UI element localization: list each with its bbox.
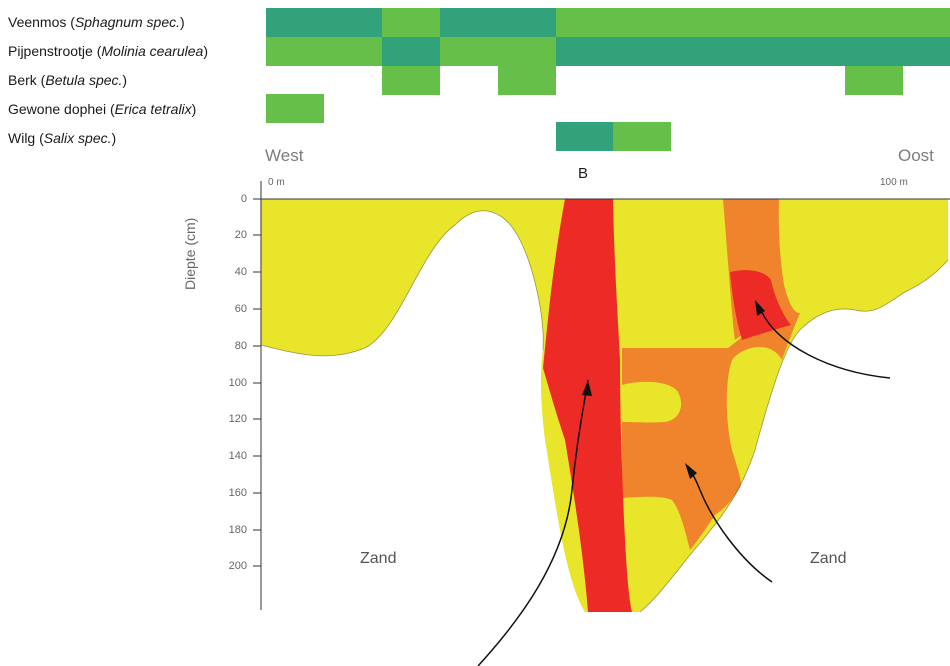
west-label: West (265, 146, 304, 165)
y-tick-label: 180 (228, 524, 247, 536)
yellow-pocket (622, 381, 682, 423)
y-axis-ticks (253, 198, 261, 567)
arrowhead-red-channel (582, 380, 592, 396)
y-tick-label: 60 (234, 303, 247, 315)
red-channel (543, 199, 632, 612)
y-tick-label: 100 (228, 377, 247, 389)
marker-b-label: B (578, 165, 589, 182)
species-label-dophei: Gewone dophei (Erica tetralix) (8, 101, 197, 117)
y-tick-label: 40 (234, 266, 247, 278)
arrowhead-orange-lower (685, 463, 697, 479)
end-distance-label: 100 m (880, 177, 908, 188)
species-label-pijpenstrootje: Pijpenstrootje (Molinia cearulea) (8, 43, 209, 59)
y-tick-label: 120 (228, 413, 247, 425)
start-distance-label: 0 m (268, 177, 285, 188)
species-label-veenmos: Veenmos (Sphagnum spec.) (8, 14, 185, 30)
species-label-berk: Berk (Betula spec.) (8, 72, 128, 88)
orange-layer (622, 313, 800, 550)
y-tick-label: 0 (240, 193, 247, 205)
y-tick-label: 140 (228, 450, 247, 462)
arrowhead-red-pocket (755, 300, 765, 316)
zand-label-left: Zand (360, 550, 397, 567)
east-label: Oost (898, 146, 934, 165)
y-tick-label: 80 (234, 340, 247, 352)
species-label-wilg: Wilg (Salix spec.) (8, 130, 117, 146)
y-tick-label: 20 (234, 229, 247, 241)
y-tick-label: 160 (228, 487, 247, 499)
y-tick-label: 200 (228, 560, 247, 572)
red-pocket (730, 270, 791, 340)
arrow-red-channel (477, 379, 589, 666)
y-axis-label: Diepte (cm) (182, 217, 198, 290)
zand-label-right: Zand (810, 550, 847, 567)
arrow-red-pocket (759, 307, 891, 379)
